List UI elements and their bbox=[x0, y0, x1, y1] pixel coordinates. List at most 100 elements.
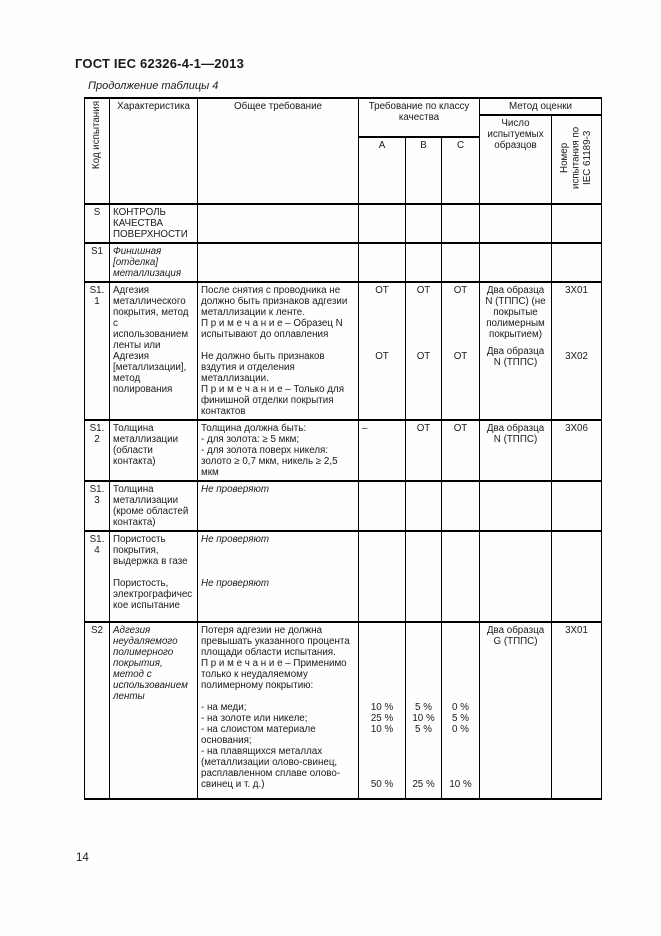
value-b-copper: 5 % bbox=[415, 702, 432, 713]
cell-s2-class-a: 10 % 25 % 10 % 50 % bbox=[358, 621, 406, 800]
header-cell-class-requirement: Требование по классу качества bbox=[358, 96, 480, 139]
general-line: - для золота поверх никеля: bbox=[201, 445, 329, 456]
empty-cell bbox=[441, 480, 480, 532]
header-test-number-label: Номер испытания по IEC 61189-3 bbox=[559, 126, 594, 190]
table-row-s2: S2 Адгезия неудаляемого полимерного покр… bbox=[84, 621, 603, 800]
empty-cell bbox=[358, 203, 406, 244]
cell-s2-class-b: 5 % 10 % 5 % 25 % bbox=[405, 621, 442, 800]
general-not-checked-2: Не проверяют bbox=[201, 578, 269, 589]
value-a-copper: 10 % bbox=[370, 702, 394, 713]
empty-cell bbox=[405, 203, 442, 244]
general-item: - на золоте или никеле; bbox=[201, 713, 308, 724]
header-cell-class-a: A bbox=[358, 136, 406, 205]
header-test-code-label: Код испытания bbox=[91, 101, 103, 170]
empty-cell bbox=[479, 480, 552, 532]
value-c1: ОТ bbox=[453, 285, 468, 296]
general-line: Толщина должна быть: bbox=[201, 423, 307, 434]
empty-cell bbox=[479, 203, 552, 244]
general-not-checked-1: Не проверяют bbox=[201, 534, 269, 545]
value-b2: ОТ bbox=[416, 351, 431, 362]
empty-cell bbox=[550, 530, 603, 623]
empty-cell bbox=[358, 242, 406, 283]
cell-s1-1-samples: Два образца N (ТППС) (не покрытые полиме… bbox=[479, 281, 552, 421]
empty-cell bbox=[550, 480, 603, 532]
table-row-s1-3: S1.3 Толщина металлизации (кроме областе… bbox=[84, 480, 603, 532]
cell-s-characteristic: КОНТРОЛЬ КАЧЕСТВА ПОВЕРХНОСТИ bbox=[109, 203, 198, 244]
empty-cell bbox=[441, 203, 480, 244]
general-note: П р и м е ч а н и е – Применимо только к… bbox=[201, 658, 347, 691]
value-b1: ОТ bbox=[416, 285, 431, 296]
cell-s1-2-class-b: ОТ bbox=[405, 419, 442, 482]
requirements-table: Код испытания Характеристика Общее требо… bbox=[84, 96, 603, 800]
cell-s1-4-characteristic: Пористость покрытия, выдержка в газе Пор… bbox=[109, 530, 198, 623]
cell-s1-2-code: S1.2 bbox=[84, 419, 110, 482]
cell-s1-4-code: S1.4 bbox=[84, 530, 110, 623]
value-a1: ОТ bbox=[375, 285, 389, 296]
table-row-s1-4: S1.4 Пористость покрытия, выдержка в газ… bbox=[84, 530, 603, 623]
cell-s1-characteristic: Финишная [отделка] металлизация bbox=[109, 242, 198, 283]
value-c-gold-nickel: 5 % bbox=[452, 713, 469, 724]
general-line: золото ≥ 0,7 мкм, никель ≥ 2,5 мкм bbox=[201, 456, 338, 478]
value-c-laminate: 0 % bbox=[452, 724, 469, 735]
value-a-fusible: 50 % bbox=[370, 779, 394, 790]
empty-cell bbox=[550, 203, 603, 244]
cell-s2-samples: Два образца G (ТППС) bbox=[479, 621, 552, 800]
value-a2: ОТ bbox=[375, 351, 389, 362]
general-item: - на меди; bbox=[201, 702, 247, 713]
cell-s1-2-test-no: 3Х06 bbox=[550, 419, 603, 482]
table-row-s: S КОНТРОЛЬ КАЧЕСТВА ПОВЕРХНОСТИ bbox=[84, 203, 603, 244]
general-line: - для золота: ≥ 5 мкм; bbox=[201, 434, 300, 445]
value-a-laminate: 10 % bbox=[370, 724, 394, 735]
general-item: - на плавящихся металлах (металлизации о… bbox=[201, 746, 341, 790]
characteristic-text-tape-method: Адгезия металлического покрытия, метод с… bbox=[113, 285, 189, 351]
header-cell-sample-count: Число испытуемых образцов bbox=[479, 114, 552, 205]
table-row-s1: S1 Финишная [отделка] металлизация bbox=[84, 242, 603, 283]
cell-s1-4-general: Не проверяют Не проверяют bbox=[197, 530, 359, 623]
cell-s1-2-samples: Два образца N (ТППС) bbox=[479, 419, 552, 482]
header-cell-class-b: B bbox=[405, 136, 442, 205]
page-number: 14 bbox=[76, 852, 89, 864]
cell-s2-class-c: 0 % 5 % 0 % 10 % bbox=[441, 621, 480, 800]
characteristic-text-gas-exposure: Пористость покрытия, выдержка в газе bbox=[113, 534, 188, 567]
table-caption: Продолжение таблицы 4 bbox=[88, 80, 219, 92]
test-no-2: 3Х02 bbox=[565, 351, 588, 362]
characteristic-text-polish-method: Адгезия [металлизации], метод полировани… bbox=[113, 351, 187, 395]
general-item: - на слоистом материале основания; bbox=[201, 724, 316, 746]
cell-s2-characteristic: Адгезия неудаляемого полимерного покрыти… bbox=[109, 621, 198, 800]
table-row-s1-2: S1.2 Толщина металлизации (области конта… bbox=[84, 419, 603, 482]
header-cell-evaluation-method: Метод оценки bbox=[478, 97, 603, 116]
cell-s1-2-class-a: – bbox=[358, 419, 406, 482]
general-note: П р и м е ч а н и е – Образец N испытыва… bbox=[201, 318, 343, 340]
cell-s1-2-class-c: ОТ bbox=[441, 419, 480, 482]
header-cell-class-c: C bbox=[441, 136, 480, 205]
empty-cell bbox=[358, 530, 406, 623]
empty-cell bbox=[441, 530, 480, 623]
general-text: После снятия с проводника не должно быть… bbox=[201, 285, 348, 318]
value-b-fusible: 25 % bbox=[412, 779, 435, 790]
empty-cell bbox=[405, 242, 442, 283]
general-note: П р и м е ч а н и е – Только для финишно… bbox=[201, 384, 344, 417]
empty-cell bbox=[405, 480, 442, 532]
cell-s2-code: S2 bbox=[84, 621, 110, 800]
cell-s1-code: S1 bbox=[84, 242, 110, 283]
header-cell-characteristic: Характеристика bbox=[109, 97, 198, 205]
empty-cell bbox=[550, 242, 603, 283]
cell-s1-1-code: S1.1 bbox=[84, 281, 110, 421]
general-text: Не должно быть признаков вздутия и отдел… bbox=[201, 351, 325, 384]
cell-s2-test-no: 3Х01 bbox=[550, 621, 603, 800]
header-cell-test-number: Номер испытания по IEC 61189-3 bbox=[550, 114, 603, 205]
table-row-s1-1: S1.1 Адгезия металлического покрытия, ме… bbox=[84, 281, 603, 421]
cell-s1-1-characteristic: Адгезия металлического покрытия, метод с… bbox=[109, 281, 198, 421]
cell-s1-2-general: Толщина должна быть: - для золота: ≥ 5 м… bbox=[197, 419, 359, 482]
cell-s2-general: Потеря адгезии не должна превышать указа… bbox=[197, 621, 359, 800]
cell-s1-1-class-b: ОТ ОТ bbox=[405, 281, 442, 421]
general-text: Потеря адгезии не должна превышать указа… bbox=[201, 625, 350, 658]
header-cell-general-requirement: Общее требование bbox=[197, 97, 359, 205]
empty-cell bbox=[358, 480, 406, 532]
test-no-1: 3Х01 bbox=[565, 285, 588, 296]
cell-s1-1-general: После снятия с проводника не должно быть… bbox=[197, 281, 359, 421]
empty-cell bbox=[479, 530, 552, 623]
cell-s1-3-general: Не проверяют bbox=[197, 480, 359, 532]
cell-s1-2-characteristic: Толщина металлизации (области контакта) bbox=[109, 419, 198, 482]
